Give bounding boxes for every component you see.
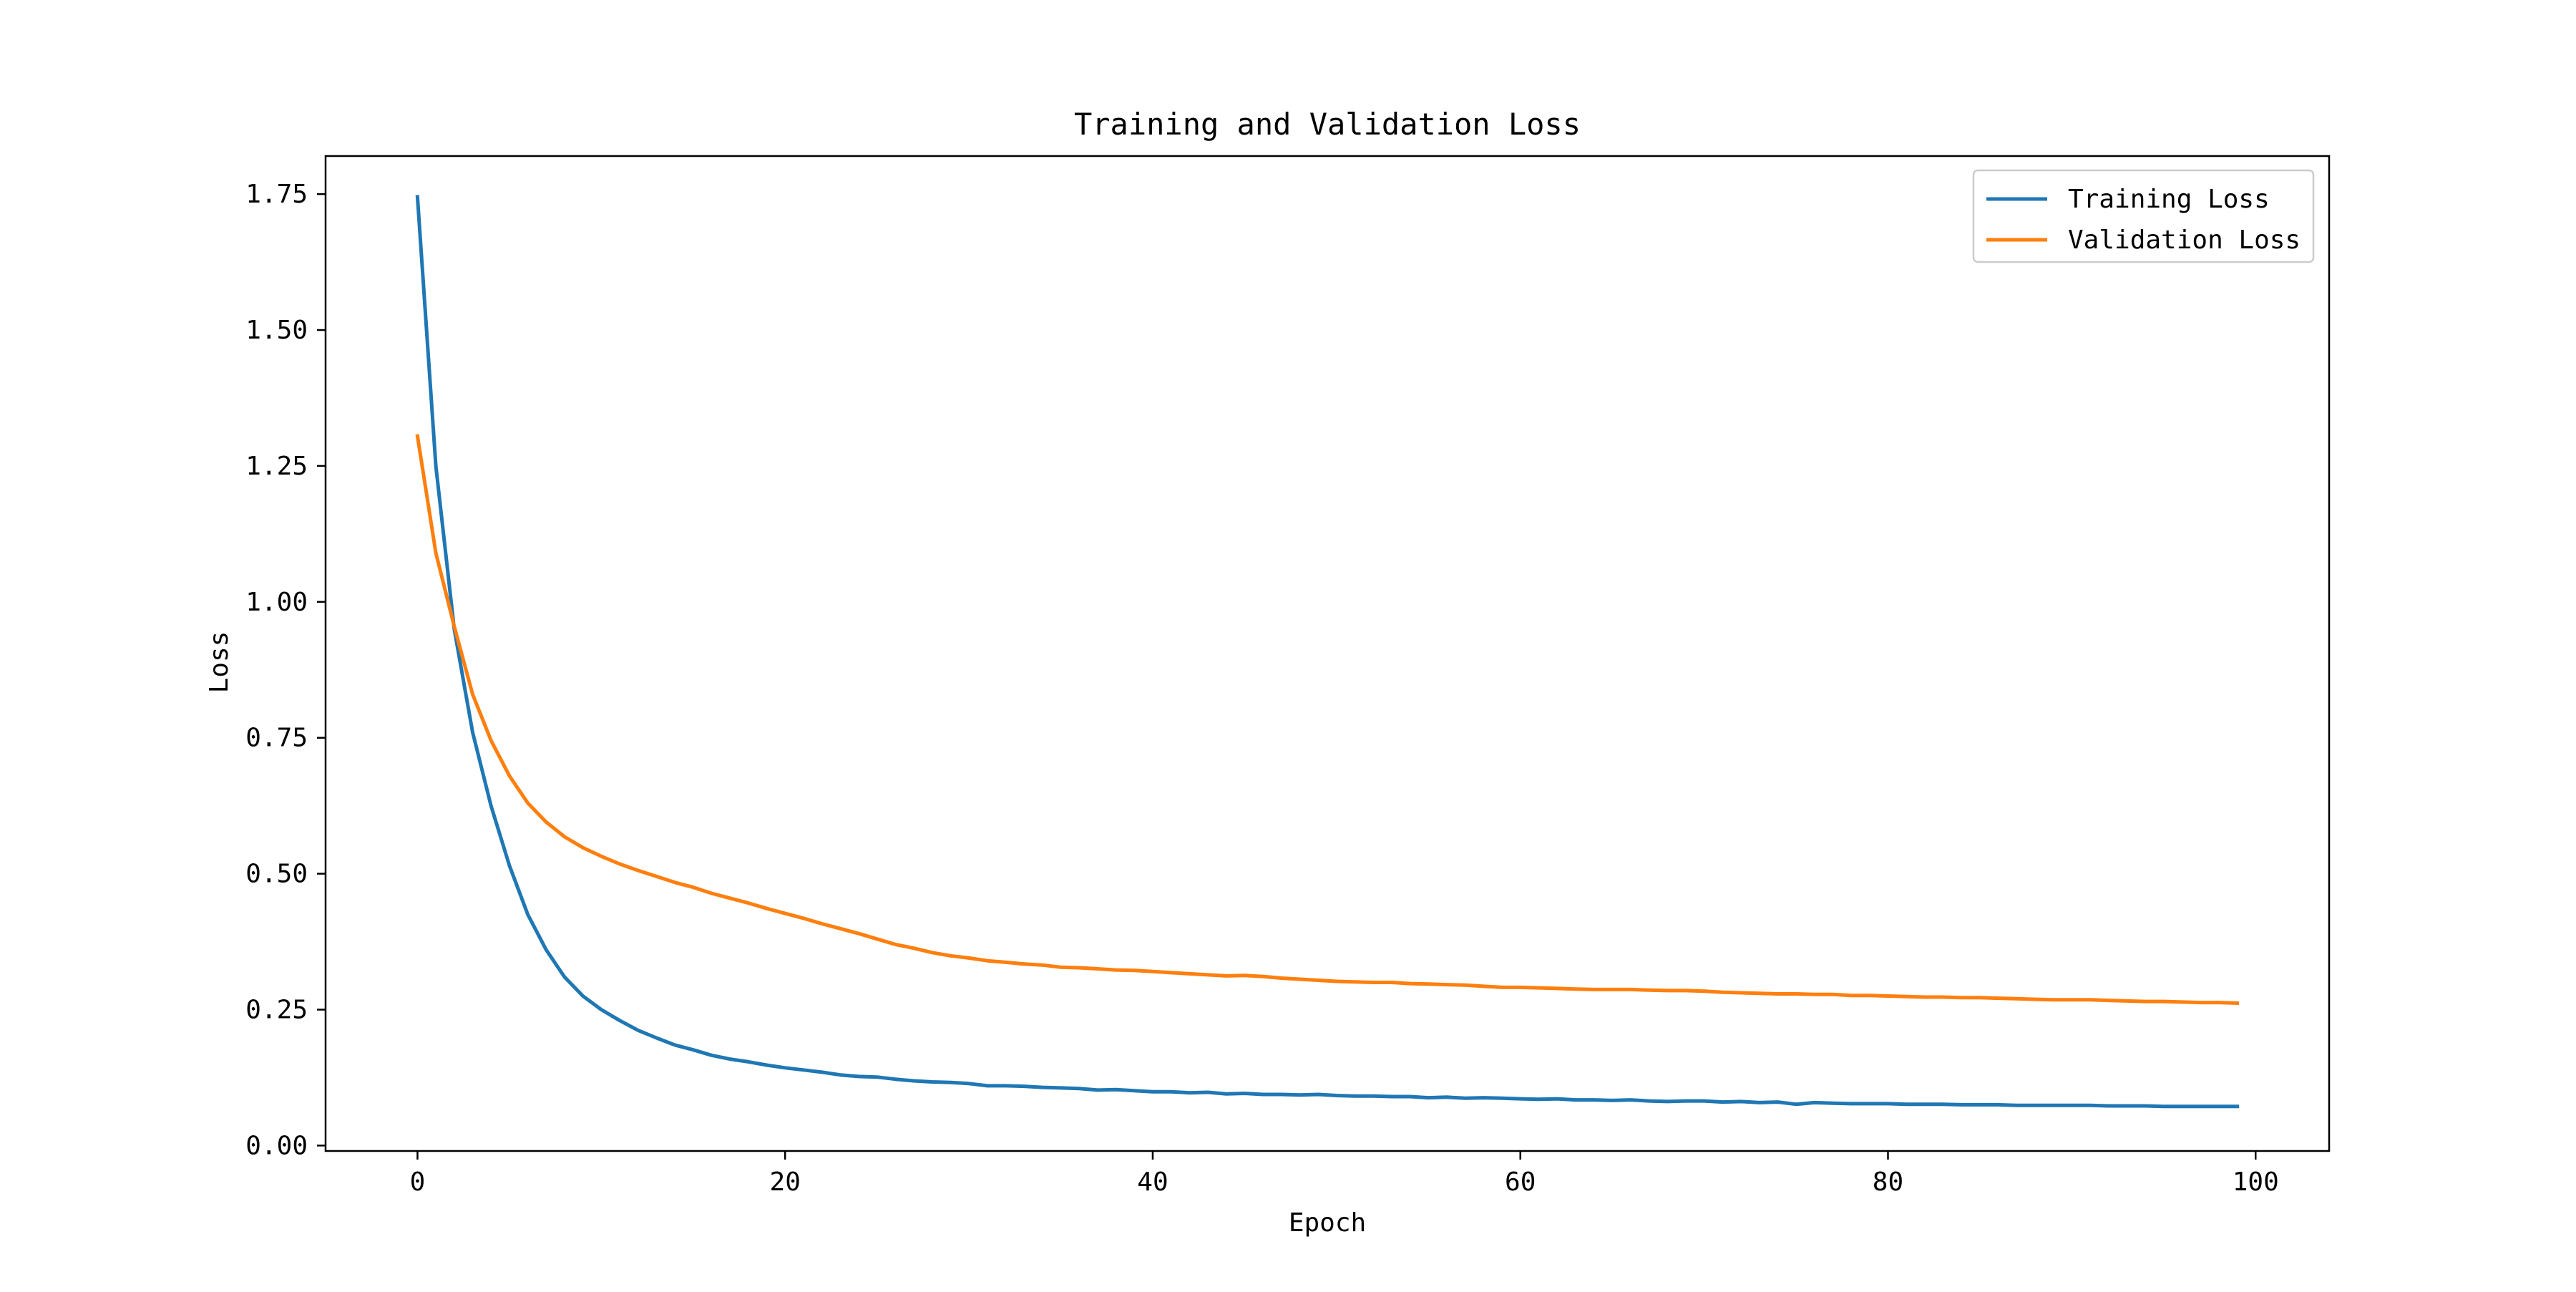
y-tick-label: 1.75 (245, 180, 308, 209)
x-tick-label: 40 (1137, 1167, 1168, 1197)
x-tick-label: 60 (1505, 1167, 1536, 1197)
x-tick-label: 20 (770, 1167, 801, 1197)
x-tick-label: 100 (2233, 1167, 2279, 1197)
y-tick-label: 1.25 (245, 452, 308, 481)
y-tick-label: 1.50 (245, 316, 308, 345)
x-axis-label: Epoch (1289, 1208, 1366, 1238)
series-line-validation-loss (415, 434, 2240, 1005)
series-line-training-loss (415, 195, 2240, 1109)
x-tick-label: 80 (1873, 1167, 1903, 1197)
y-tick-label: 0.00 (245, 1131, 308, 1160)
y-tick-label: 0.25 (245, 996, 308, 1025)
legend-label-training-loss: Training Loss (2068, 185, 2270, 214)
legend-box (1972, 169, 2315, 263)
plot-area: 0 20 40 60 80 100 0.00 0.25 0.50 0.75 1.00 1.25 1.50… (245, 155, 2331, 1197)
legend-label-validation-loss: Validation Loss (2068, 225, 2301, 255)
y-tick-label: 0.50 (245, 860, 308, 889)
y-tick-label: 1.00 (245, 588, 308, 617)
x-tick-label: 0 (410, 1167, 426, 1197)
plot-frame (324, 155, 2331, 1152)
y-tick-label: 0.75 (245, 724, 308, 753)
y-axis-label: Loss (205, 631, 234, 694)
chart-title: Training and Validation Loss (1074, 107, 1581, 142)
legend: Training Loss Validation Loss (1972, 169, 2315, 263)
